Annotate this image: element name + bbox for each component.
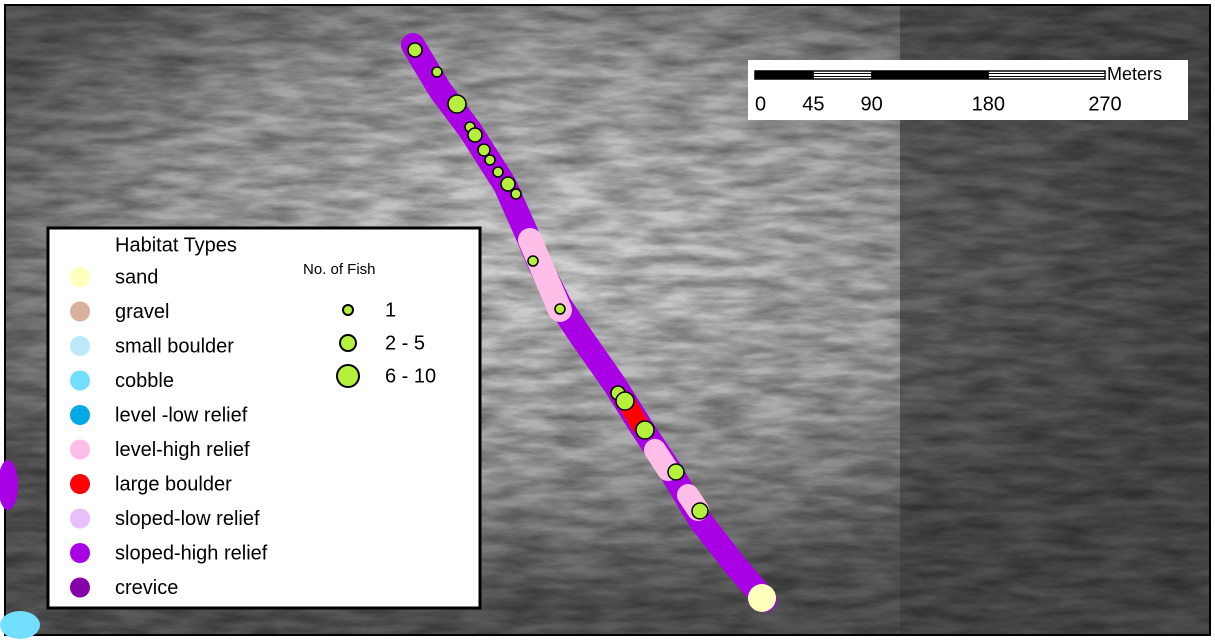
legend-swatch <box>70 302 90 322</box>
fish-legend-symbol <box>340 335 356 351</box>
legend-swatch <box>70 509 90 529</box>
scale-tick-label: 90 <box>861 93 883 115</box>
fish-point <box>692 503 708 519</box>
fish-point <box>493 167 503 177</box>
legend-label: small boulder <box>115 335 234 357</box>
legend-label: level -low relief <box>115 404 248 426</box>
fish-legend-label: 1 <box>385 299 396 321</box>
legend-swatch <box>70 440 90 460</box>
track-sand <box>748 584 776 612</box>
fish-point <box>555 304 565 314</box>
legend-label: sloped-high relief <box>115 542 268 564</box>
scale-segment <box>988 74 1105 77</box>
fish-legend-symbol <box>343 305 353 315</box>
legend-swatch <box>70 474 90 494</box>
legend-label: level-high relief <box>115 439 250 461</box>
fish-point <box>478 144 490 156</box>
scale-tick-label: 0 <box>755 93 766 115</box>
scale-segment <box>872 71 989 79</box>
fish-point <box>528 256 538 266</box>
fish-point <box>468 128 482 142</box>
legend-swatch <box>70 336 90 356</box>
page: {"legend": {"habitat_title": "Habitat Ty… <box>0 0 1215 639</box>
scale-tick-label: 45 <box>802 93 824 115</box>
fish-point <box>485 155 495 165</box>
track-edge <box>0 611 40 639</box>
legend-label: sloped-low relief <box>115 508 260 530</box>
scale-tick-label: 180 <box>972 93 1005 115</box>
scale-segment <box>813 74 871 77</box>
legend-label: gravel <box>115 301 169 323</box>
legend-swatch <box>70 543 90 563</box>
fish-legend-label: 6 - 10 <box>385 365 436 387</box>
fish-point <box>432 67 442 77</box>
fish-point <box>511 189 521 199</box>
map: 0 45 90 180 270 Meters Habitat Types No. of F… <box>0 0 1215 639</box>
scale-unit: Meters <box>1107 64 1162 84</box>
legend-swatch <box>70 405 90 425</box>
fish-point <box>616 392 634 410</box>
fish-legend-title: No. of Fish <box>303 261 376 278</box>
legend-swatch <box>70 267 90 287</box>
legend-label: sand <box>115 266 158 288</box>
scale-segment <box>755 71 813 79</box>
legend-swatch <box>70 578 90 598</box>
fish-point <box>448 95 466 113</box>
fish-point <box>408 43 422 57</box>
fish-point <box>668 464 684 480</box>
fish-point <box>501 177 515 191</box>
fish-point <box>636 421 654 439</box>
legend-swatch <box>70 371 90 391</box>
track-level-high <box>655 450 668 470</box>
fish-legend-label: 2 - 5 <box>385 332 425 354</box>
legend-label: crevice <box>115 577 178 599</box>
legend-title: Habitat Types <box>115 234 237 256</box>
legend-label: large boulder <box>115 473 232 495</box>
legend-label: cobble <box>115 370 174 392</box>
scale-tick-label: 270 <box>1088 93 1121 115</box>
fish-legend-symbol <box>337 365 359 387</box>
